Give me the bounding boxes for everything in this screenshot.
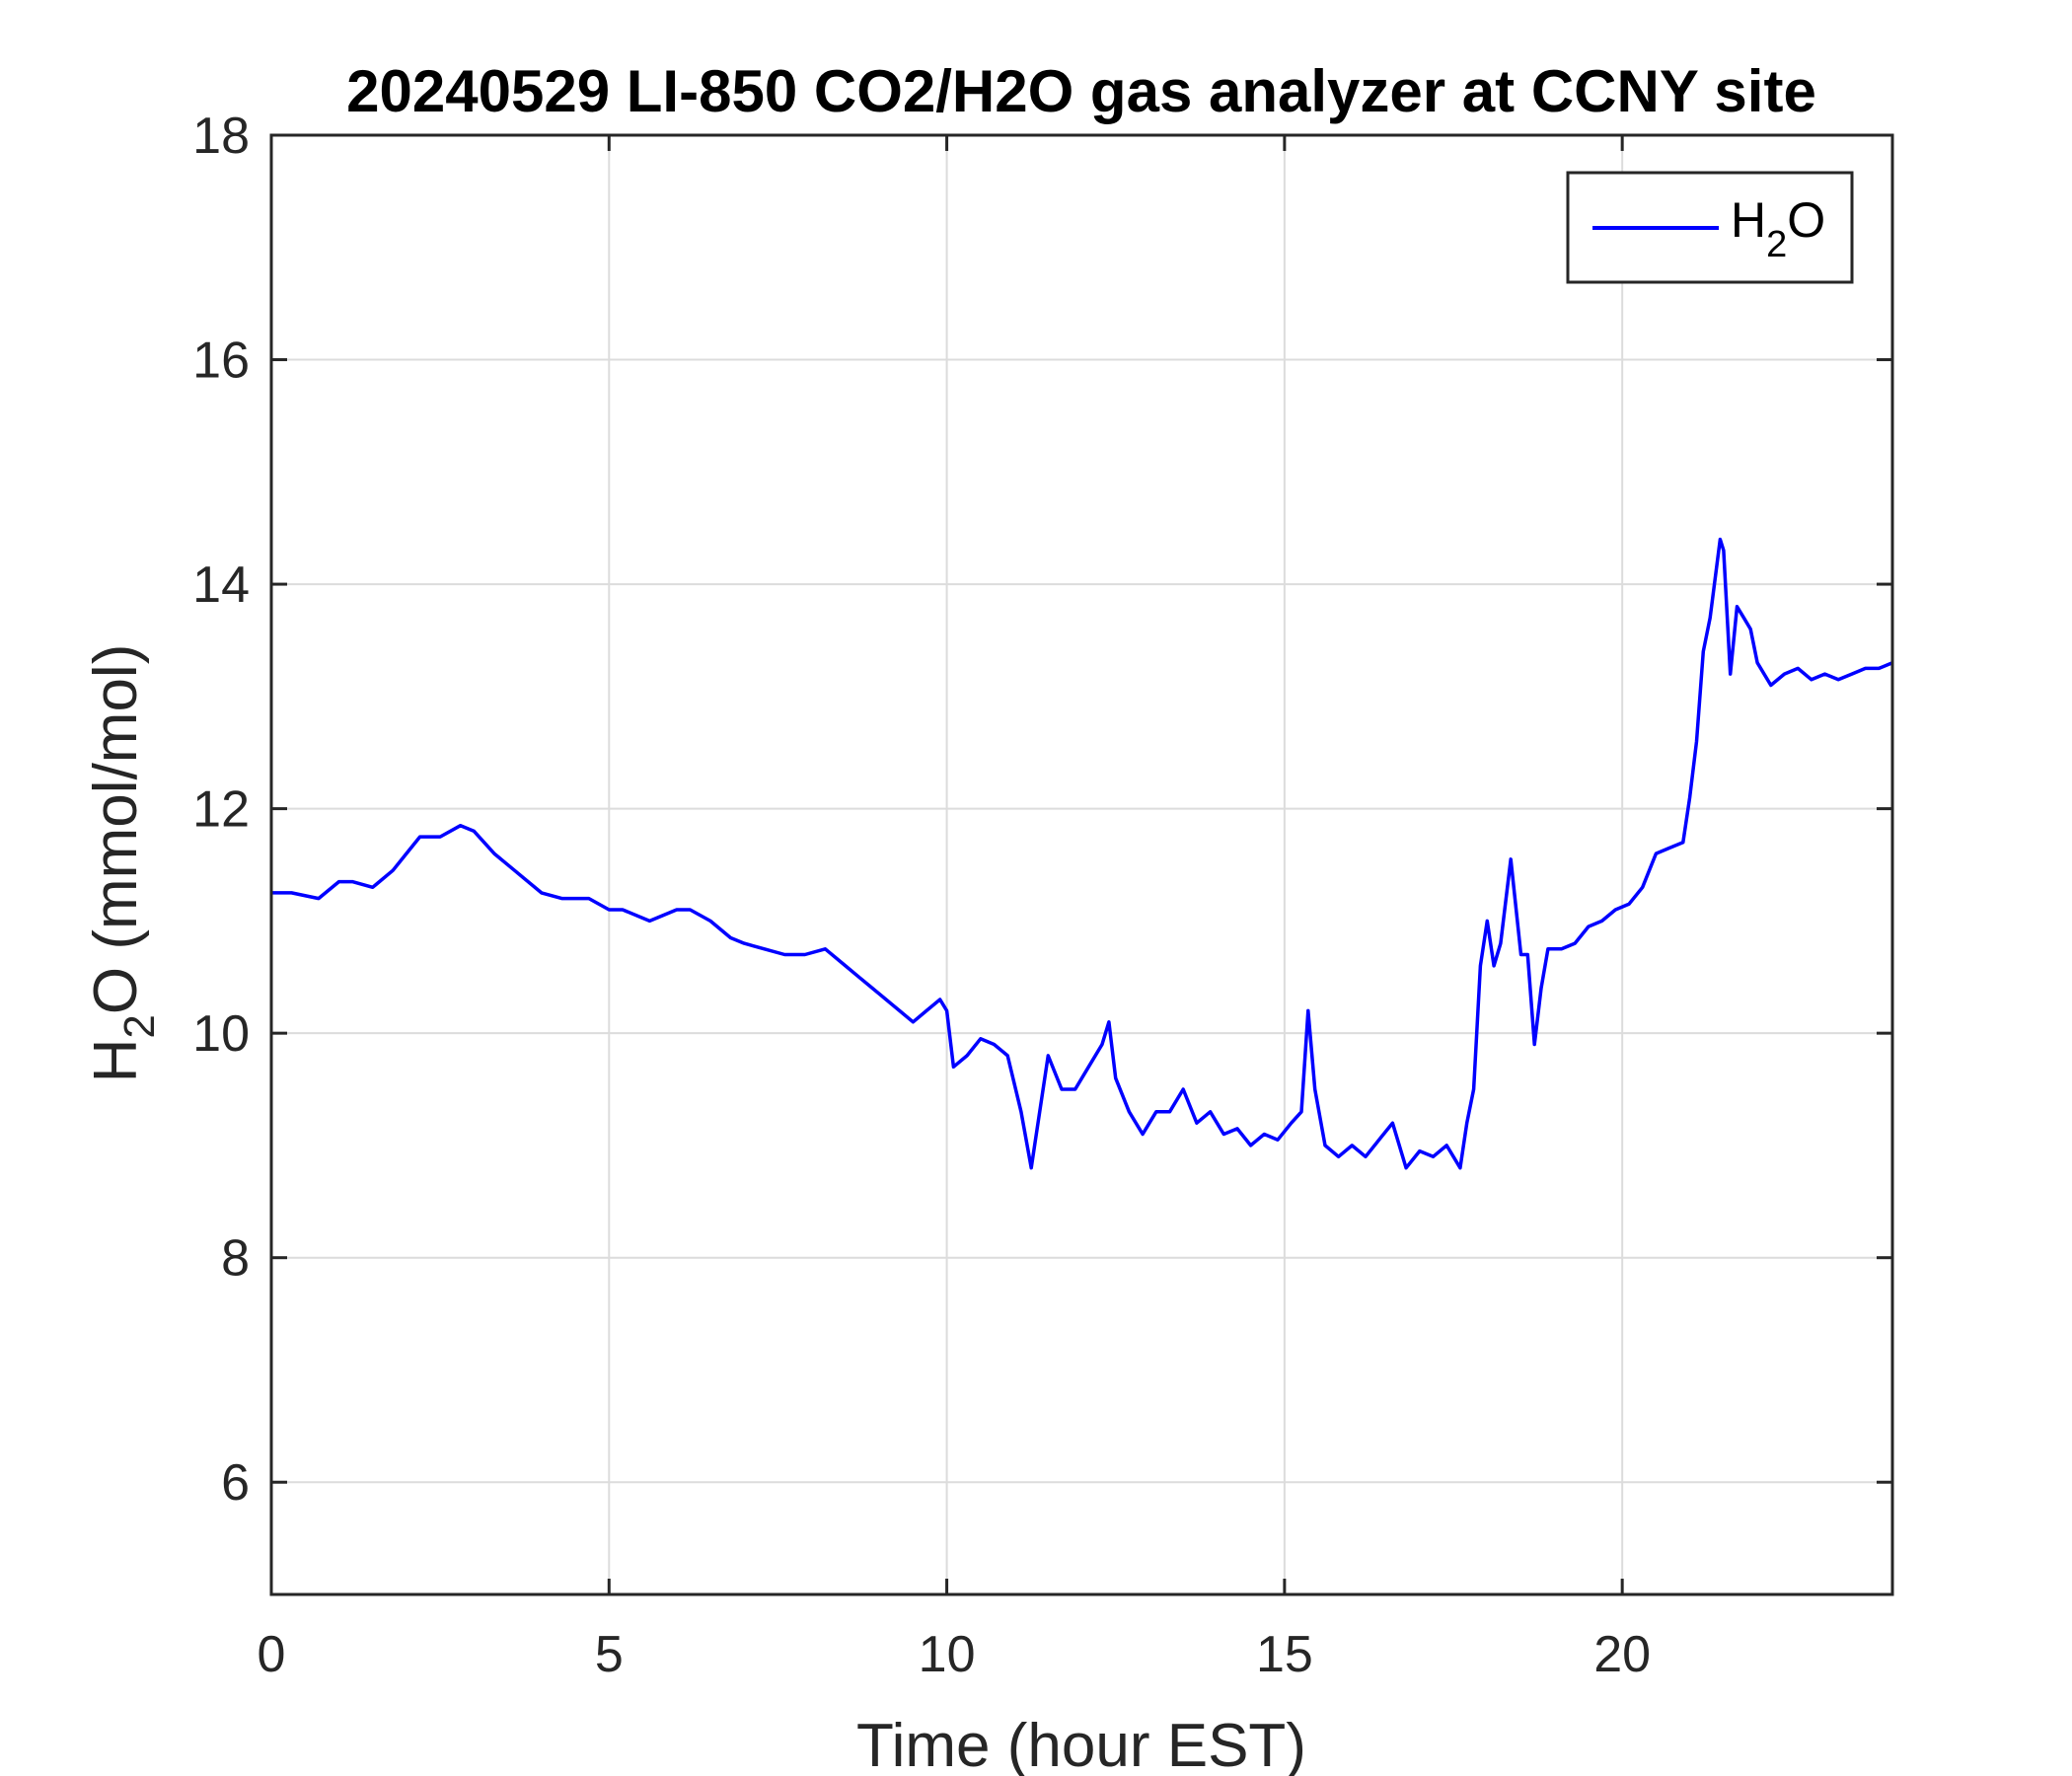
- x-tick-label: 5: [595, 1626, 624, 1683]
- series-line-h2o: [271, 537, 1893, 1170]
- y-axis-label-rest: O (mmol/mol): [82, 644, 150, 1014]
- x-tick-label: 10: [919, 1626, 976, 1683]
- chart-title: 20240529 LI-850 CO2/H2O gas analyzer at …: [346, 58, 1816, 124]
- x-tick-label: 20: [1593, 1626, 1651, 1683]
- legend-label-rest: O: [1787, 192, 1825, 248]
- y-tick-label: 10: [192, 1005, 250, 1063]
- y-axis-label-base: H: [82, 1039, 150, 1083]
- legend-label: H2O: [1731, 192, 1825, 265]
- y-tick-label: 6: [221, 1454, 250, 1512]
- y-tick-label: 14: [192, 556, 250, 614]
- plot-area: [271, 537, 1893, 1170]
- ticks: [269, 133, 1892, 1594]
- y-tick-label: 18: [192, 108, 250, 165]
- grid: [270, 134, 1892, 1594]
- y-axis-label: H2O (mmol/mol): [82, 644, 164, 1083]
- legend-label-base: H: [1731, 192, 1766, 248]
- legend-label-subscript: 2: [1766, 224, 1787, 265]
- y-tick-label: 16: [192, 333, 250, 390]
- y-tick-label: 12: [192, 781, 250, 839]
- x-tick-labels: 0 5 10 15 20: [258, 1626, 1652, 1683]
- y-tick-label: 8: [221, 1230, 250, 1288]
- x-tick-label: 0: [258, 1626, 286, 1683]
- y-tick-labels: 6 8 10 12 14 16 18: [192, 108, 250, 1512]
- legend: H2O: [1566, 171, 1854, 284]
- x-axis-label: Time (hour EST): [856, 1712, 1306, 1776]
- y-axis-label-subscript: 2: [115, 1014, 164, 1038]
- axes-box: [269, 133, 1894, 1596]
- x-tick-label: 15: [1256, 1626, 1313, 1683]
